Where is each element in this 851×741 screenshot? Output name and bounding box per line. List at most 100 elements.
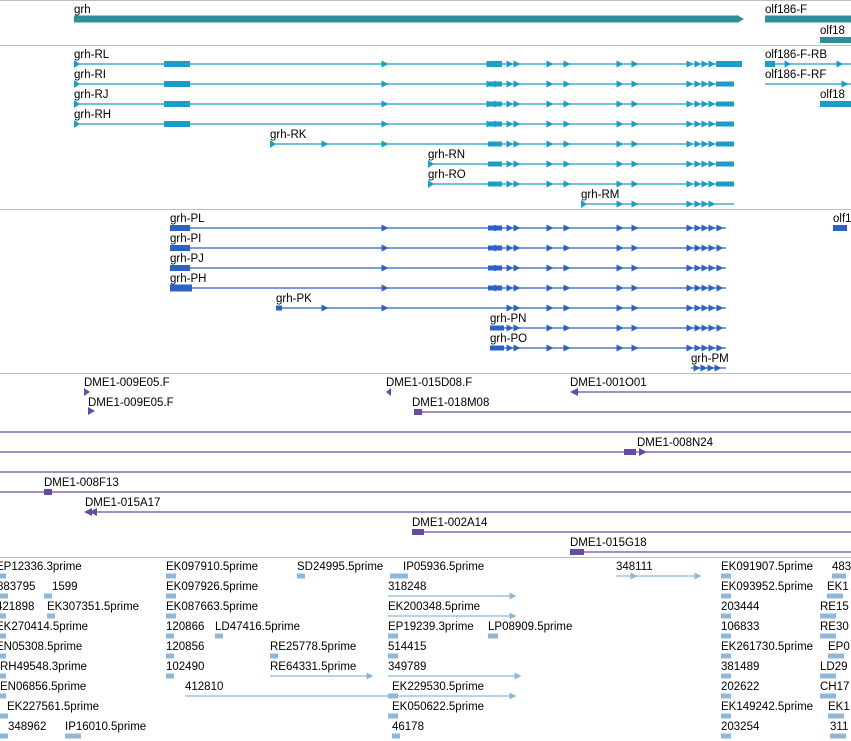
feature-label: grh-PM [691,353,729,365]
exon-block[interactable] [490,325,504,331]
est-feature[interactable] [828,653,844,659]
est-feature[interactable] [166,653,174,659]
est-feature[interactable] [0,593,8,599]
est-feature[interactable] [721,633,731,639]
est-feature[interactable] [0,673,6,679]
est-feature[interactable] [820,633,836,639]
exon-block[interactable] [488,161,502,167]
feature-label: LP08909.5prime [488,621,572,633]
exon-block[interactable] [164,61,190,67]
est-feature[interactable] [390,573,408,579]
est-feature[interactable] [721,693,731,699]
est-feature[interactable] [0,573,6,579]
est-feature[interactable] [721,673,731,679]
exon-block[interactable] [488,181,502,187]
gene-bar[interactable] [820,37,851,43]
est-feature[interactable] [0,613,6,619]
strand-arrow-icon [506,304,514,312]
exon-block[interactable] [624,449,636,455]
exon-block[interactable] [820,101,851,107]
est-feature[interactable] [721,653,731,659]
est-feature[interactable] [166,613,176,619]
exon-block[interactable] [716,141,734,147]
est-feature[interactable] [820,693,836,699]
est-feature[interactable] [215,633,223,639]
est-feature[interactable] [830,733,846,739]
est-feature[interactable] [721,573,731,579]
strand-arrow-icon [694,200,702,208]
feature-label: 514415 [388,641,426,653]
est-feature[interactable] [47,613,55,619]
exon-block[interactable] [164,121,190,127]
est-feature[interactable] [488,633,498,639]
feature-label: grh-PL [170,213,205,225]
est-feature[interactable] [0,633,6,639]
exon-block[interactable] [170,284,192,292]
est-feature[interactable] [166,573,176,579]
exon-block[interactable] [276,305,282,311]
est-feature[interactable] [827,593,843,599]
est-feature[interactable] [721,713,731,719]
exon-block[interactable] [412,529,424,535]
exon-block[interactable] [716,161,734,167]
est-feature[interactable] [388,713,398,719]
strand-arrow-icon [716,304,724,312]
est-feature[interactable] [297,573,305,579]
est-feature[interactable] [832,573,846,579]
est-feature[interactable] [270,653,278,659]
exon-block[interactable] [765,61,775,67]
feature-label: grh-RJ [74,89,109,101]
exon-block[interactable] [164,81,190,87]
exon-block[interactable] [833,225,847,231]
strand-arrow-icon [716,224,724,232]
est-feature[interactable] [820,673,836,679]
exon-block[interactable] [570,549,584,555]
strand-arrow-icon [639,448,647,456]
exon-block[interactable] [44,489,52,495]
strand-arrow-icon [708,100,716,108]
exon-block[interactable] [170,225,190,231]
est-feature[interactable] [721,733,731,739]
est-feature[interactable] [44,593,52,599]
strand-arrow-icon [494,244,502,252]
exon-block[interactable] [488,141,502,147]
gene-bar[interactable] [74,15,738,23]
exon-block[interactable] [716,61,742,67]
strand-arrow-icon [686,344,694,352]
est-feature[interactable] [820,613,836,619]
est-feature[interactable] [0,653,6,659]
strand-arrow-icon [694,264,702,272]
exon-block[interactable] [414,409,422,415]
exon-block[interactable] [164,101,190,107]
feature-label: grh-PH [170,273,206,285]
exon-block[interactable] [170,265,190,271]
est-feature[interactable] [166,593,176,599]
est-feature[interactable] [392,733,400,739]
est-feature[interactable] [166,673,174,679]
est-feature[interactable] [388,693,398,699]
est-feature[interactable] [721,593,731,599]
strand-arrow-icon [701,284,709,292]
est-feature[interactable] [65,733,81,739]
est-feature[interactable] [721,613,731,619]
exon-block[interactable] [716,101,734,107]
est-feature[interactable] [0,693,6,699]
est-feature[interactable] [0,713,8,719]
exon-block[interactable] [716,81,734,87]
est-feature[interactable] [388,653,398,659]
est-feature[interactable] [828,713,844,719]
exon-block[interactable] [170,245,190,251]
feature-label: RH49548.3prime [0,661,87,673]
strand-arrow-icon [546,60,554,68]
exon-block[interactable] [716,121,734,127]
exon-block[interactable] [490,345,504,351]
est-feature[interactable] [166,633,174,639]
strand-arrow-icon [841,80,849,88]
est-feature[interactable] [0,733,8,739]
est-feature[interactable] [388,633,398,639]
exon-block[interactable] [716,181,734,187]
gene-bar[interactable] [765,15,851,23]
feature-label: EN05308.5prime [0,641,82,653]
strand-arrow-icon [701,324,709,332]
strand-arrow-icon [694,324,702,332]
